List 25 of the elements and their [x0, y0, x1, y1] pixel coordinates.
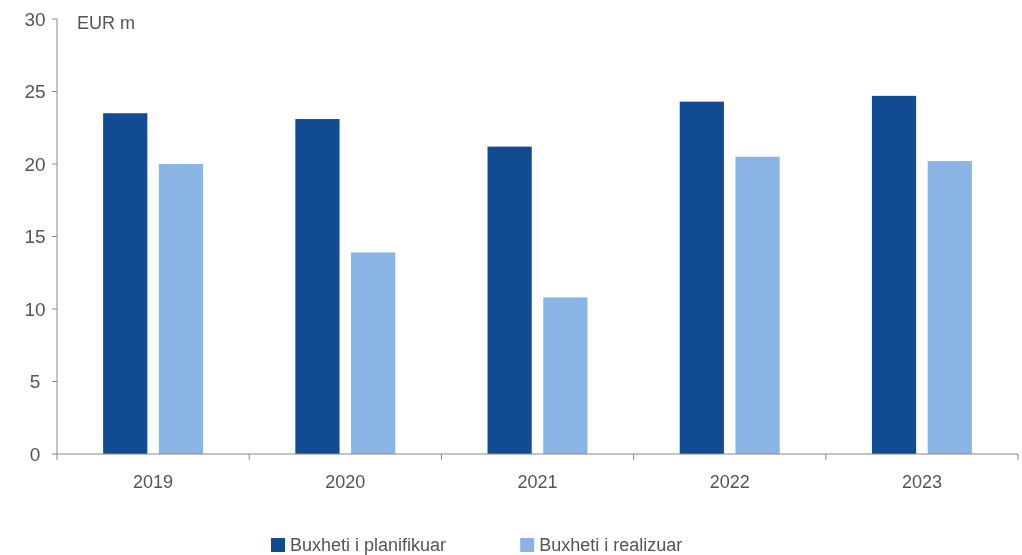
y-tick-label: 20	[24, 153, 46, 175]
bar	[351, 252, 396, 454]
legend-label: Buxheti i planifikuar	[290, 535, 447, 555]
x-tick-label: 2020	[325, 472, 366, 492]
y-tick-label: 30	[24, 8, 46, 30]
bar	[487, 146, 532, 454]
x-tick-label: 2022	[709, 472, 750, 492]
bar	[158, 164, 204, 454]
y-axis-title: EUR m	[77, 13, 135, 33]
y-tick-label: 15	[24, 226, 46, 248]
y-tick-label: 25	[24, 81, 46, 103]
bar	[927, 161, 972, 454]
x-tick-label: 2021	[517, 472, 558, 492]
y-tick-label: 5	[29, 371, 41, 393]
bar	[679, 101, 724, 454]
legend-label: Buxheti i realizuar	[539, 535, 683, 555]
bar	[543, 297, 588, 454]
y-tick-label: 10	[24, 298, 46, 320]
x-tick-label: 2023	[901, 472, 942, 492]
bar	[103, 113, 148, 454]
x-tick-label: 2019	[133, 472, 174, 492]
bar	[871, 95, 917, 454]
y-tick-label: 0	[29, 443, 41, 465]
bar	[295, 119, 340, 454]
bar	[735, 156, 780, 454]
